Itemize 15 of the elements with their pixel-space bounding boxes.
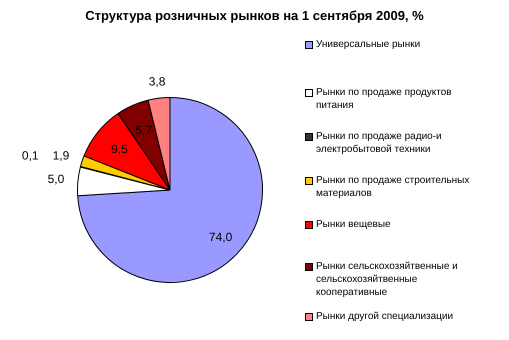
data-label: 9,5	[111, 142, 128, 156]
legend-label: Рынки другой специализации	[316, 310, 454, 323]
legend-label: Рынки по продаже строительных материалов	[316, 174, 470, 200]
data-label: 3,8	[148, 74, 166, 89]
data-label: 5,7	[135, 123, 152, 138]
legend-label: Рынки по продаже продуктов питания	[316, 86, 453, 112]
data-label: 74,0	[208, 230, 233, 244]
legend-label: Рынки по продаже радио-и электробытовой техники	[316, 130, 443, 156]
legend-label: Универсальные рынки	[316, 38, 422, 51]
legend-label: Рынки сельскохозяйтвенные и сельскохозяйтвенные кооперативные	[316, 260, 459, 299]
chart-title: Структура розничных рынков на 1 сентября 2009, %	[84, 8, 425, 23]
data-label: 1,9	[52, 148, 70, 162]
data-label: 5,0	[48, 172, 65, 186]
legend-label: Рынки вещевые	[316, 218, 392, 231]
data-label: 0,1	[22, 148, 39, 162]
